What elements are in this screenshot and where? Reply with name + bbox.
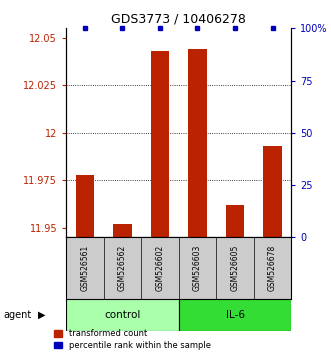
Bar [263,146,282,237]
Title: GDS3773 / 10406278: GDS3773 / 10406278 [111,13,246,26]
Text: GSM526605: GSM526605 [230,245,240,291]
Bar [66,299,179,331]
Bar [151,51,169,237]
Text: agent: agent [3,310,31,320]
Text: GSM526562: GSM526562 [118,245,127,291]
Text: GSM526603: GSM526603 [193,245,202,291]
Bar [179,299,291,331]
Text: control: control [104,310,141,320]
Bar [75,175,94,237]
Bar [113,224,132,237]
Text: GSM526602: GSM526602 [156,245,165,291]
Text: IL-6: IL-6 [225,310,245,320]
Text: GSM526561: GSM526561 [80,245,89,291]
Text: ▶: ▶ [38,310,45,320]
Text: GSM526678: GSM526678 [268,245,277,291]
Legend: transformed count, percentile rank within the sample: transformed count, percentile rank withi… [54,329,211,350]
Bar [188,49,207,237]
Bar [226,205,244,237]
